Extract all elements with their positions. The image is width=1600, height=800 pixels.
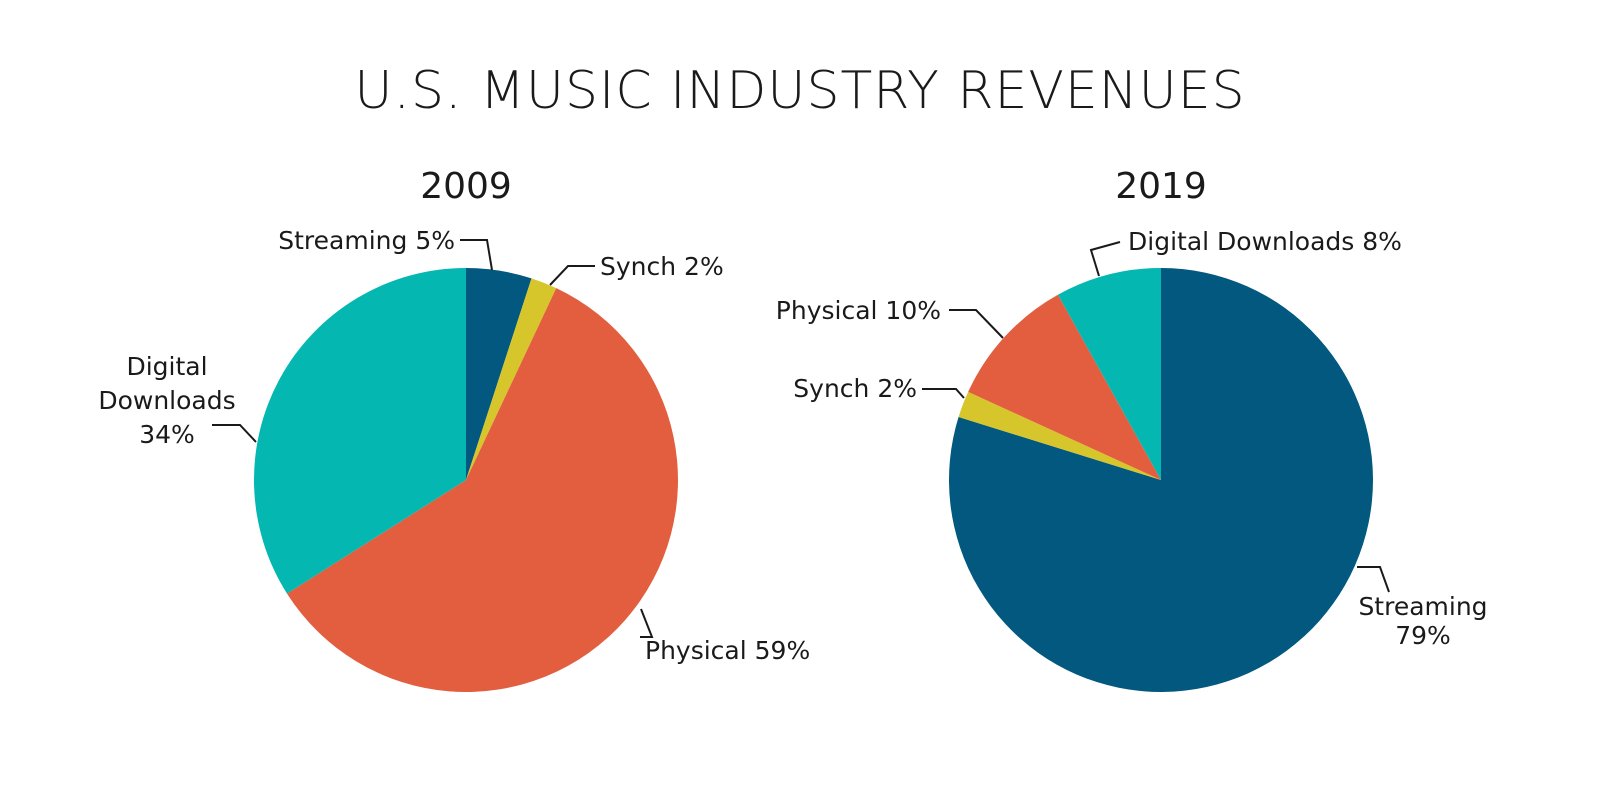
leader-line-2009-digital-downloads [212, 424, 257, 443]
pie-slice-2009-digital-downloads [253, 268, 466, 594]
slice-label-2009-digital-downloads: Digital [126, 352, 207, 381]
pie-chart-2009: 2009 Streaming 5% Synch 2% Physical 59% Dig… [98, 166, 810, 692]
slice-label-2009-digital-downloads: 34% [139, 420, 195, 449]
leader-line-2009-streaming [460, 239, 493, 271]
pie-slices-2009 [253, 268, 678, 692]
pie-slice-2019-physical [968, 294, 1161, 480]
pie-slices-2019 [948, 268, 1373, 692]
pie-slice-2009-streaming [466, 268, 532, 480]
slice-label-2019-physical: Physical 10% [776, 296, 941, 325]
pie-slice-2009-synch [466, 278, 557, 480]
pie-slice-2019-digital-downloads [1057, 268, 1161, 480]
slice-label-2009-physical: Physical 59% [645, 636, 810, 665]
pie-labels-2009: Streaming 5% Synch 2% Physical 59% Digital D… [98, 226, 810, 665]
pie-title-2019: 2019 [1115, 166, 1207, 207]
leader-line-2009-physical [640, 608, 654, 638]
pie-slice-2019-synch [958, 391, 1161, 480]
pie-slice-2019-streaming [948, 268, 1373, 692]
slice-label-2019-synch: Synch 2% [793, 374, 917, 403]
slice-label-2019-streaming: 79% [1395, 621, 1451, 650]
pie-title-2009: 2009 [420, 166, 512, 207]
leader-line-2019-physical [949, 309, 1004, 339]
slice-label-2009-digital-downloads: Downloads [98, 386, 235, 415]
leader-line-2019-streaming [1357, 566, 1390, 593]
slice-label-2009-streaming: Streaming 5% [278, 226, 455, 255]
slice-label-2009-synch: Synch 2% [600, 252, 724, 281]
leader-line-2019-synch [922, 388, 965, 399]
chart-title: U.S. MUSIC INDUSTRY REVENUES [354, 61, 1245, 121]
leader-line-2019-digital-downloads [1089, 241, 1121, 277]
leader-line-2009-synch [549, 265, 595, 286]
slice-label-2019-digital-downloads: Digital Downloads 8% [1128, 227, 1402, 256]
pie-slice-2009-physical [287, 288, 678, 692]
slice-label-2019-streaming: Streaming [1358, 592, 1487, 621]
